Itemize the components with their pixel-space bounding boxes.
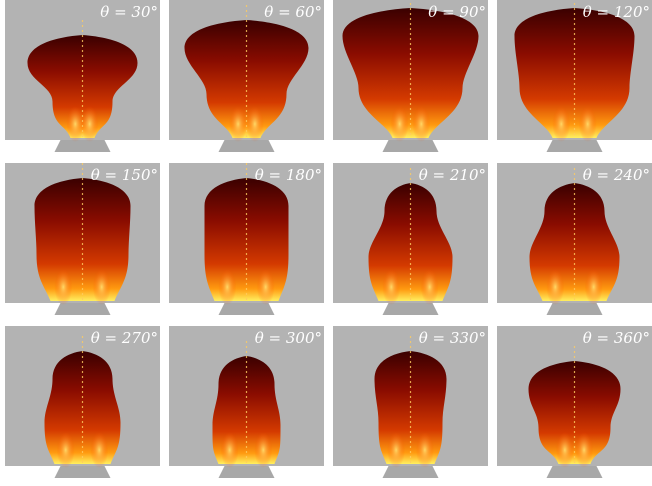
figure: θ = 30° θ = 60° θ = 90° θ = 120° θ = 150° θ =… — [0, 0, 652, 486]
flame-core — [221, 432, 239, 468]
flame-core — [412, 106, 430, 142]
flame-core — [552, 106, 570, 142]
nozzle — [383, 466, 439, 478]
panel: θ = 120° — [497, 0, 652, 152]
flame-core — [90, 432, 108, 468]
flame-core — [257, 269, 275, 305]
panel-label: θ = 60° — [264, 3, 322, 21]
nozzle — [547, 140, 603, 152]
panel-label: θ = 30° — [100, 3, 158, 21]
panel: θ = 60° — [169, 0, 324, 152]
flame-core — [391, 106, 409, 142]
flame-core — [254, 432, 272, 468]
flame-core — [246, 106, 264, 142]
panel: θ = 180° — [169, 163, 324, 315]
flame-core — [57, 432, 75, 468]
panel: θ = 240° — [497, 163, 652, 315]
flame-core — [229, 106, 247, 142]
panel-label: θ = 120° — [583, 3, 650, 21]
flame-core — [579, 106, 597, 142]
panel-label: θ = 300° — [255, 329, 322, 347]
flame-core — [387, 432, 405, 468]
flame-core — [546, 269, 564, 305]
panel: θ = 210° — [333, 163, 488, 315]
flame-core — [81, 106, 99, 142]
nozzle — [219, 466, 275, 478]
panel-label: θ = 90° — [428, 3, 486, 21]
flame-core — [54, 269, 72, 305]
panel-label: θ = 240° — [583, 166, 650, 184]
panel-label: θ = 270° — [91, 329, 158, 347]
nozzle — [383, 140, 439, 152]
panel-label: θ = 150° — [91, 166, 158, 184]
panel: θ = 90° — [333, 0, 488, 152]
flame-core — [218, 269, 236, 305]
panel: θ = 330° — [333, 326, 488, 478]
nozzle — [547, 466, 603, 478]
flame-core — [416, 432, 434, 468]
nozzle — [219, 140, 275, 152]
panel-label: θ = 210° — [419, 166, 486, 184]
flame-core — [421, 269, 439, 305]
panel: θ = 300° — [169, 326, 324, 478]
panel: θ = 30° — [5, 0, 160, 152]
panel: θ = 150° — [5, 163, 160, 315]
panel-label: θ = 180° — [255, 166, 322, 184]
flame-core — [382, 269, 400, 305]
nozzle — [55, 466, 111, 478]
panel-label: θ = 360° — [583, 329, 650, 347]
panel: θ = 360° — [497, 326, 652, 478]
flame-core — [575, 432, 593, 468]
panel: θ = 270° — [5, 326, 160, 478]
flame-core — [585, 269, 603, 305]
nozzle — [55, 140, 111, 152]
flame-core — [556, 432, 574, 468]
flame-core — [93, 269, 111, 305]
panel-label: θ = 330° — [419, 329, 486, 347]
